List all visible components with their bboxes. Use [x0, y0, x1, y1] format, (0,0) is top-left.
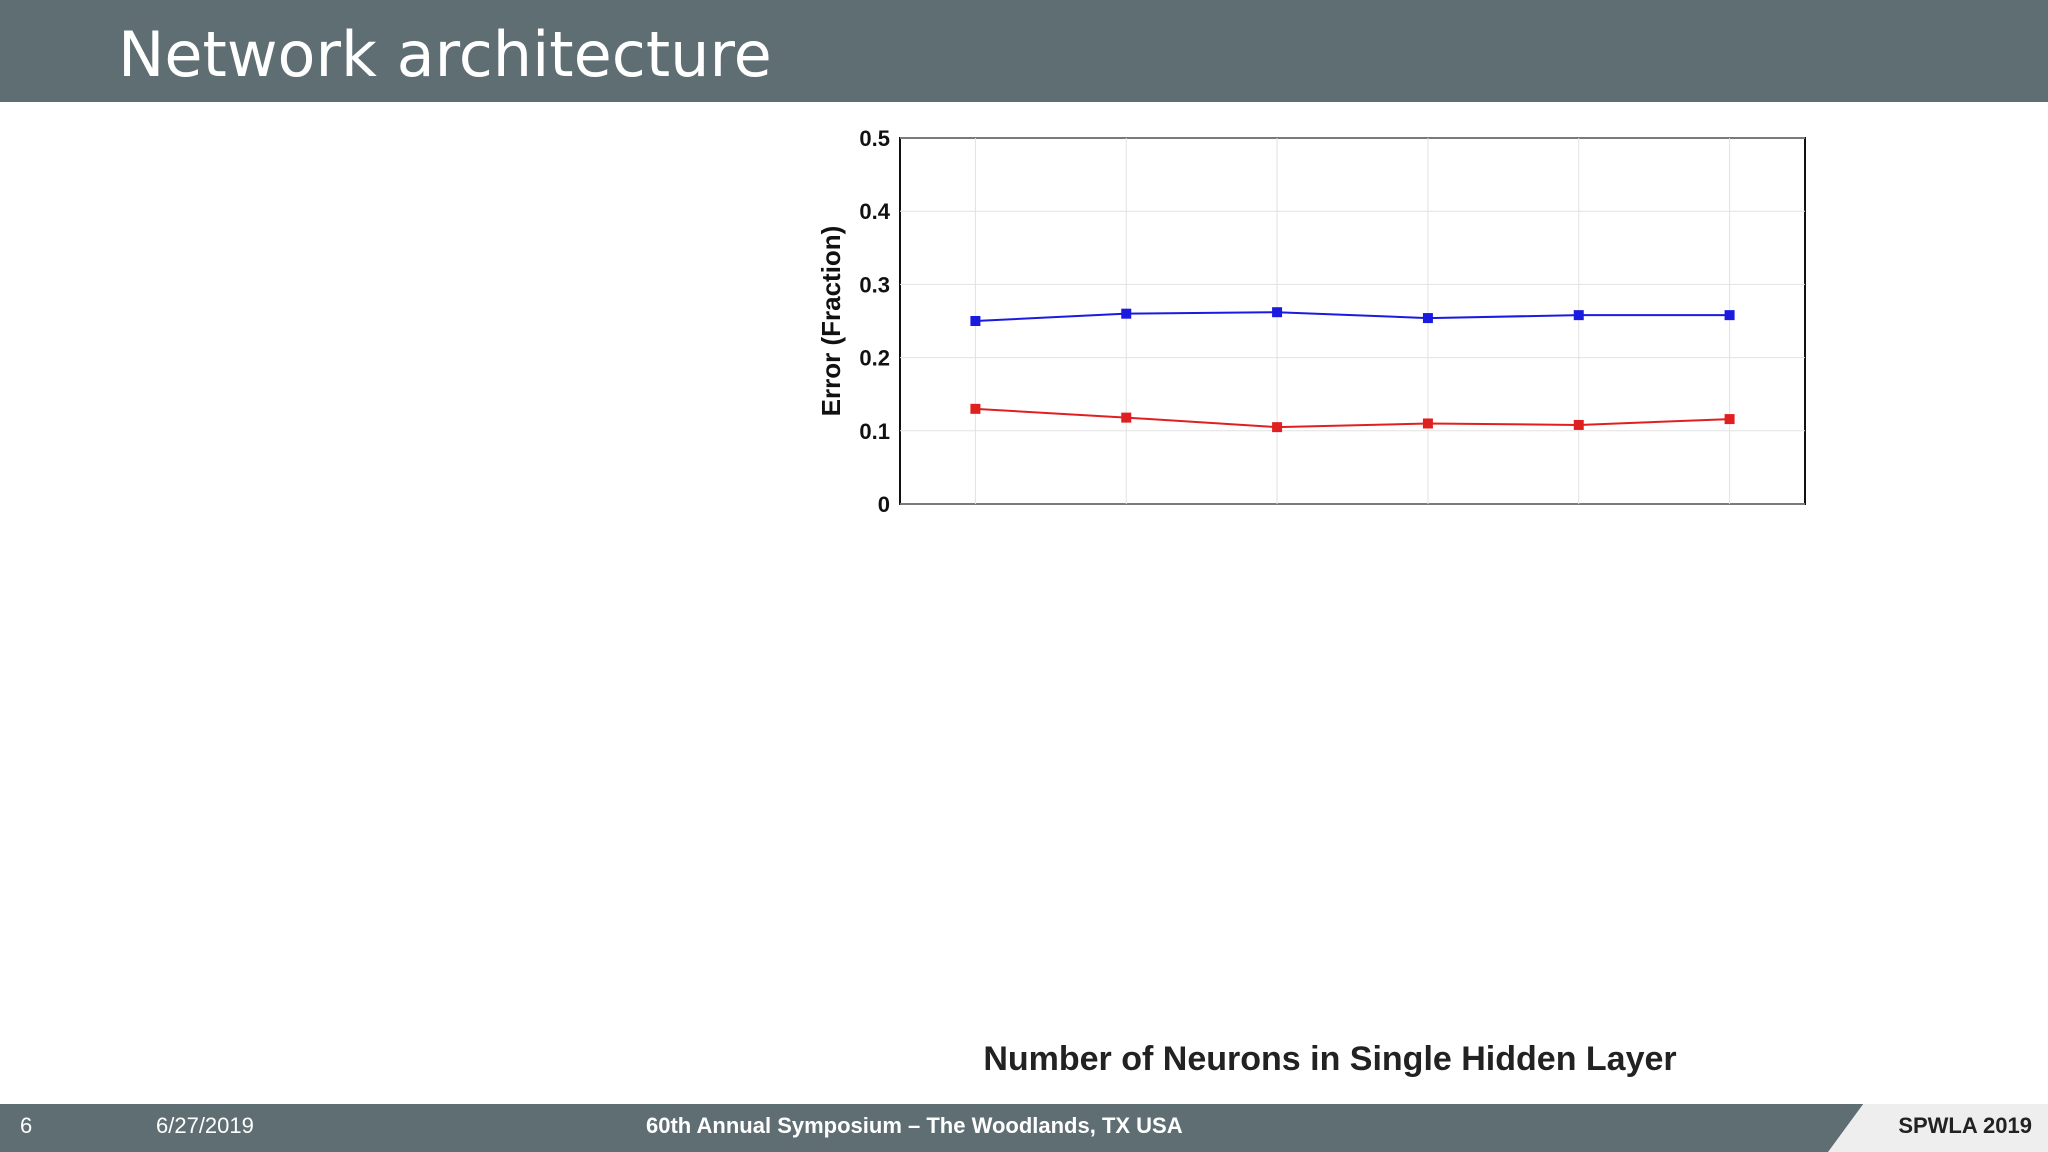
footer-event: 60th Annual Symposium – The Woodlands, T… — [646, 1113, 1183, 1138]
footer-org-bg — [1828, 1104, 2048, 1152]
footer-page-number: 6 — [20, 1113, 33, 1138]
data-point — [1573, 419, 1584, 430]
series-line — [975, 407, 1730, 429]
title-bar: Network architecture — [0, 0, 2048, 102]
data-point — [970, 316, 981, 326]
data-point — [1121, 412, 1132, 423]
y-tick-label: 0.5 — [859, 126, 890, 151]
data-point — [1724, 310, 1735, 321]
y-tick-label: 0.4 — [859, 199, 890, 224]
y-tick-label: 0.1 — [859, 419, 890, 444]
data-point — [1573, 310, 1584, 321]
y-tick-label: 0.3 — [859, 272, 890, 297]
data-point — [1272, 307, 1283, 318]
footer: 6 6/27/2019 60th Annual Symposium – The … — [0, 1104, 2048, 1152]
data-point — [1422, 313, 1433, 324]
y-tick-label: 0.2 — [859, 346, 890, 371]
chart-caption: Number of Neurons in Single Hidden Layer — [983, 1040, 1677, 1078]
data-point — [1121, 308, 1132, 319]
data-point — [1422, 418, 1433, 429]
data-point — [1272, 422, 1283, 433]
series-line — [975, 311, 1730, 322]
data-point — [1724, 414, 1735, 425]
accuracy-chart-svg: 0 0.1 0.2 0.3 0.4 0.5 Error (Fraction) — [816, 126, 1806, 517]
footer-org: SPWLA 2019 — [1898, 1113, 2032, 1138]
data-point — [970, 403, 981, 414]
footer-date: 6/27/2019 — [156, 1113, 254, 1138]
accuracy-chart: 0 0.1 0.2 0.3 0.4 0.5 Error (Fraction) — [800, 120, 1860, 540]
y-tick-label: 0 — [878, 492, 890, 517]
y-axis-label: Error (Fraction) — [816, 226, 846, 417]
slide-title: Network architecture — [118, 18, 772, 91]
plot-area — [899, 137, 1806, 505]
